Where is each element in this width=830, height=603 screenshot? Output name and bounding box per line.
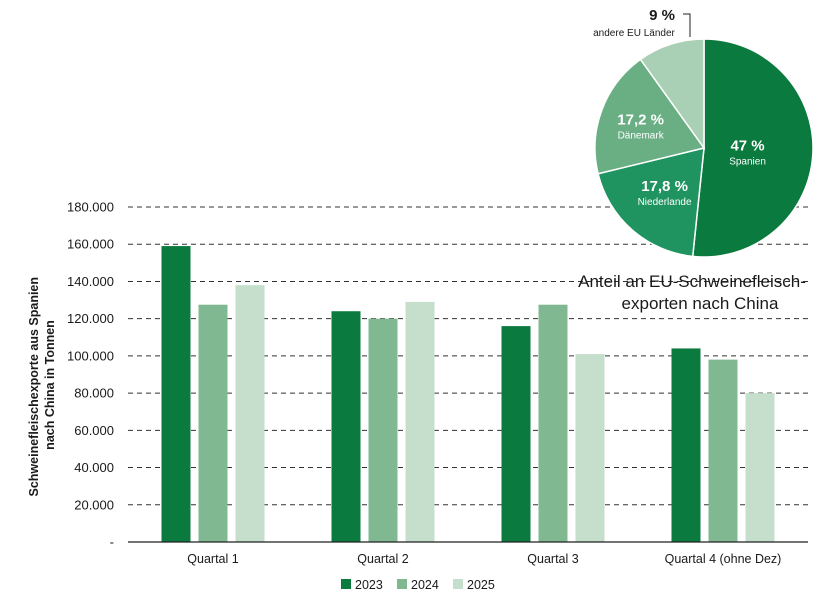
bar-2025-4 bbox=[745, 393, 775, 542]
pie-pct-label: 9 % bbox=[649, 7, 675, 24]
bar-2023-3 bbox=[501, 326, 531, 542]
x-category-label: Quartal 3 bbox=[527, 552, 578, 566]
x-axis-categories: Quartal 1 Quartal 2 Quartal 3 Quartal 4 (oh… bbox=[187, 552, 781, 566]
y-tick-label: 60.000 bbox=[74, 423, 114, 438]
pie-slice-name: andere EU Länder bbox=[593, 28, 675, 39]
y-tick-label: 180.000 bbox=[67, 200, 114, 215]
pie-slice-4 bbox=[639, 38, 705, 151]
x-category-label: Quartal 2 bbox=[357, 552, 408, 566]
pie-labels: 47 % Spanien 17,8 % Niederlande 17,2 % Dänema… bbox=[593, 7, 766, 208]
legend-swatch-2024 bbox=[397, 579, 407, 589]
pie-title-line-1: Anteil an EU-Schweinefleisch- bbox=[578, 272, 806, 291]
legend-swatch-2025 bbox=[453, 579, 463, 589]
y-axis-label-line-1: Schweinefleischexporte aus Spanien bbox=[27, 277, 41, 497]
bar-2025-3 bbox=[575, 354, 605, 542]
y-axis-label-line-2: nach China in Tonnen bbox=[43, 320, 57, 450]
bar-2024-1 bbox=[198, 304, 228, 542]
legend-label-2025: 2025 bbox=[467, 578, 495, 592]
pie-slice-2 bbox=[597, 147, 705, 258]
pie-slice-1 bbox=[691, 38, 814, 258]
bar-2024-3 bbox=[538, 304, 568, 542]
bar-2024-4 bbox=[708, 359, 738, 542]
pie-slice-name: Dänemark bbox=[618, 130, 665, 141]
x-category-label: Quartal 4 (ohne Dez) bbox=[665, 552, 782, 566]
pie-pct-label: 17,8 % bbox=[641, 178, 688, 195]
y-axis-ticks: - 20.000 40.000 60.000 80.000 100.000 120.000 1… bbox=[67, 200, 114, 550]
legend-swatch-2023 bbox=[341, 579, 351, 589]
legend: 2023 2024 2025 bbox=[341, 578, 495, 592]
y-tick-label: 120.000 bbox=[67, 311, 114, 326]
bar-series bbox=[161, 246, 775, 543]
pie-pct-label: 47 % bbox=[730, 137, 764, 154]
legend-label-2023: 2023 bbox=[355, 578, 383, 592]
pie-leader-line bbox=[683, 13, 691, 37]
y-tick-label: 140.000 bbox=[67, 274, 114, 289]
pie-slice-name: Niederlande bbox=[638, 197, 692, 208]
y-axis-label: Schweinefleischexporte aus Spanien nach … bbox=[27, 273, 57, 496]
y-tick-label: 40.000 bbox=[74, 460, 114, 475]
bar-2024-2 bbox=[368, 318, 398, 542]
bar-2023-2 bbox=[331, 311, 361, 542]
y-tick-label: 80.000 bbox=[74, 386, 114, 401]
bar-2025-2 bbox=[405, 301, 435, 542]
bar-2025-1 bbox=[235, 285, 265, 542]
y-tick-label: 100.000 bbox=[67, 348, 114, 363]
pie-chart bbox=[594, 38, 814, 258]
y-tick-label: 20.000 bbox=[74, 497, 114, 512]
bar-2023-1 bbox=[161, 246, 191, 543]
pie-pct-label: 17,2 % bbox=[617, 111, 664, 128]
pie-title-line-2: exporten nach China bbox=[622, 294, 779, 313]
pie-slice-3 bbox=[594, 58, 706, 175]
x-category-label: Quartal 1 bbox=[187, 552, 238, 566]
legend-label-2024: 2024 bbox=[411, 578, 439, 592]
bar-2023-4 bbox=[671, 348, 701, 542]
pie-slice-name: Spanien bbox=[729, 156, 766, 167]
y-tick-label: - bbox=[110, 535, 114, 550]
y-tick-label: 160.000 bbox=[67, 237, 114, 252]
